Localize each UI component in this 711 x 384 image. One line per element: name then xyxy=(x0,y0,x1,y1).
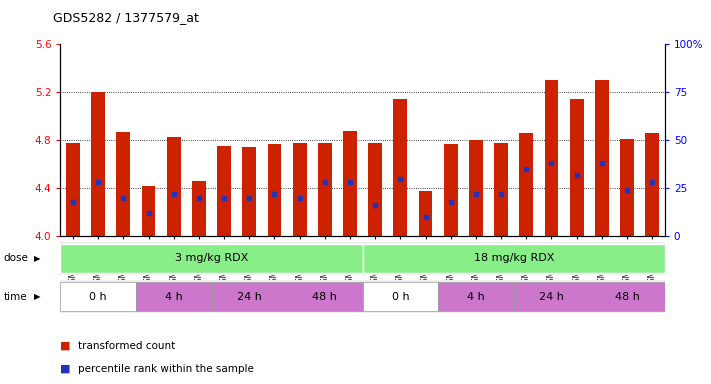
Text: 24 h: 24 h xyxy=(539,291,564,302)
Bar xyxy=(318,142,332,236)
Text: ■: ■ xyxy=(60,341,71,351)
Text: 18 mg/kg RDX: 18 mg/kg RDX xyxy=(474,253,554,263)
Text: GDS5282 / 1377579_at: GDS5282 / 1377579_at xyxy=(53,12,199,25)
Bar xyxy=(469,140,483,236)
Bar xyxy=(363,243,665,273)
Bar xyxy=(419,190,432,236)
Bar xyxy=(217,146,231,236)
Text: time: time xyxy=(4,291,27,302)
Bar xyxy=(343,131,357,236)
Text: 0 h: 0 h xyxy=(90,291,107,302)
Text: percentile rank within the sample: percentile rank within the sample xyxy=(78,364,254,374)
Bar xyxy=(570,99,584,236)
Bar xyxy=(595,80,609,236)
Bar xyxy=(60,282,136,311)
Text: dose: dose xyxy=(4,253,28,263)
Bar xyxy=(494,142,508,236)
Bar xyxy=(519,133,533,236)
Bar xyxy=(167,137,181,236)
Text: 48 h: 48 h xyxy=(312,291,337,302)
Text: 0 h: 0 h xyxy=(392,291,410,302)
Text: 48 h: 48 h xyxy=(614,291,639,302)
Bar xyxy=(212,282,287,311)
Bar xyxy=(287,282,363,311)
Bar xyxy=(589,282,665,311)
Bar xyxy=(438,282,514,311)
Bar xyxy=(363,282,438,311)
Text: 4 h: 4 h xyxy=(467,291,485,302)
Bar xyxy=(267,144,282,236)
Bar xyxy=(514,282,589,311)
Bar xyxy=(136,282,212,311)
Text: 4 h: 4 h xyxy=(165,291,183,302)
Text: transformed count: transformed count xyxy=(78,341,176,351)
Bar xyxy=(66,142,80,236)
Bar xyxy=(293,142,306,236)
Bar xyxy=(192,181,206,236)
Bar xyxy=(117,132,130,236)
Text: ■: ■ xyxy=(60,364,71,374)
Bar xyxy=(620,139,634,236)
Bar xyxy=(242,147,256,236)
Bar xyxy=(91,92,105,236)
Bar xyxy=(444,144,458,236)
Text: 3 mg/kg RDX: 3 mg/kg RDX xyxy=(175,253,248,263)
Text: ▶: ▶ xyxy=(34,292,41,301)
Bar xyxy=(393,99,407,236)
Text: ▶: ▶ xyxy=(34,254,41,263)
Text: 24 h: 24 h xyxy=(237,291,262,302)
Bar xyxy=(60,243,363,273)
Bar xyxy=(141,186,156,236)
Bar xyxy=(368,142,382,236)
Bar xyxy=(545,80,558,236)
Bar xyxy=(646,133,659,236)
